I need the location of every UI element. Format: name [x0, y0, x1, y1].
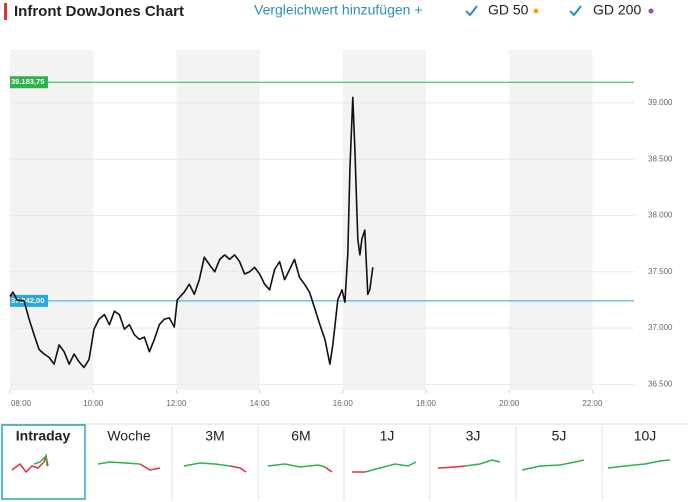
sparkline [97, 461, 141, 465]
x-tick-label: 20:00 [499, 399, 520, 408]
chart-title: Infront DowJones Chart [14, 3, 184, 20]
x-tick-label: 12:00 [166, 399, 187, 408]
session-band [10, 50, 94, 390]
checkbox[interactable] [465, 5, 478, 17]
price-line [9, 96, 374, 369]
y-tick-label: 38.000 [648, 211, 673, 220]
y-tick-label: 37.000 [648, 323, 673, 332]
y-tick-label: 39.000 [648, 98, 673, 107]
sparkline [229, 465, 247, 473]
reference-label-box [10, 294, 48, 307]
tab-label[interactable]: 3M [205, 428, 224, 444]
tab-label[interactable]: 5J [552, 428, 567, 444]
indicator-dot [533, 8, 539, 14]
session-band [342, 50, 426, 390]
tab-label[interactable]: Intraday [16, 428, 71, 444]
tab-label[interactable]: Woche [107, 428, 151, 444]
sparkline [33, 454, 48, 467]
session-band [176, 50, 260, 390]
x-tick-label: 14:00 [250, 399, 271, 408]
sparkline [183, 462, 231, 467]
sparkline [324, 466, 333, 473]
indicator-label[interactable]: GD 200 [593, 2, 641, 18]
reference-label: 37.242,00 [11, 296, 44, 305]
indicator-label[interactable]: GD 50 [488, 2, 529, 18]
x-tick-label: 18:00 [416, 399, 437, 408]
sparkline [437, 465, 466, 469]
x-tick-label: 22:00 [582, 399, 603, 408]
sparkline [521, 459, 585, 471]
compare-link[interactable]: Vergleichwert hinzufügen + [254, 2, 423, 18]
range-tabs: Intraday Woche 3M 6M 1J 3J 5J 10J [0, 423, 688, 500]
y-tick-label: 36.500 [648, 379, 673, 388]
checkbox[interactable] [569, 5, 582, 17]
sparkline [267, 463, 326, 468]
tab-selected [1, 424, 86, 500]
x-tick-label: 16:00 [333, 399, 354, 408]
session-band [509, 50, 593, 390]
tab-label[interactable]: 3J [466, 428, 481, 444]
reference-label: 39.183,75 [11, 77, 44, 86]
y-tick-label: 38.500 [648, 154, 673, 163]
tab-label[interactable]: 10J [634, 428, 657, 444]
x-tick-label: 10:00 [83, 399, 104, 408]
tab-label[interactable]: 6M [291, 428, 310, 444]
y-tick-label: 37.500 [648, 267, 673, 276]
sparkline [464, 459, 501, 467]
sparkline [364, 461, 417, 473]
sparkline [607, 459, 671, 469]
sparkline [139, 463, 161, 471]
reference-label-box [10, 76, 48, 89]
x-tick-label: 08:00 [11, 399, 32, 408]
indicator-dot [648, 8, 654, 14]
tab-label[interactable]: 1J [380, 428, 395, 444]
title-accent [4, 3, 7, 20]
plot: 36.500 37.000 37.500 38.000 38.500 39.000 08:0… [9, 50, 673, 408]
